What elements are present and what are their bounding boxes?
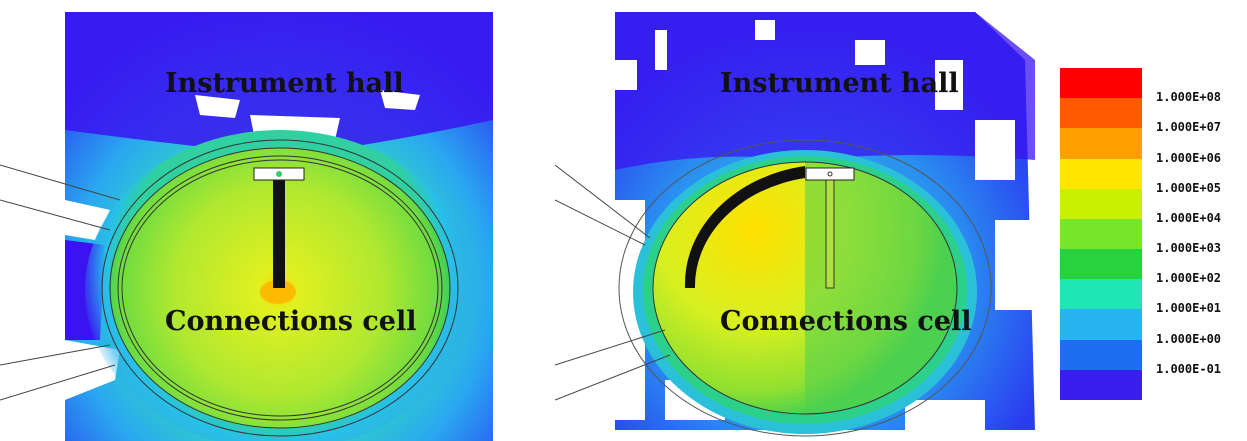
dose-map-left: Instrument hall Connections cell: [0, 0, 500, 441]
legend-label: 1.000E+00: [1156, 331, 1222, 346]
legend-swatch: [1060, 188, 1142, 220]
legend-swatch: [1060, 68, 1142, 99]
legend-label: 1.000E+06: [1156, 150, 1222, 165]
legend-swatch: [1060, 98, 1142, 129]
instrument-hall-label: Instrument hall: [720, 68, 959, 99]
legend-swatch: [1060, 279, 1142, 310]
legend-label: 1.000E+01: [1156, 301, 1222, 316]
legend-swatch: [1060, 309, 1142, 341]
legend-swatch: [1060, 218, 1142, 250]
legend-swatch: [1060, 128, 1142, 160]
dose-map-right-image: [555, 12, 1035, 437]
legend-label: 1.000E+03: [1156, 241, 1222, 256]
legend-swatch: [1060, 249, 1142, 280]
dose-map-right: Instrument hall Connections cell: [555, 0, 1050, 441]
legend-label: 1.000E+04: [1156, 210, 1222, 225]
connections-cell-label: Connections cell: [720, 306, 972, 337]
legend-swatch: [1060, 369, 1142, 401]
legend-label: 1.000E+05: [1156, 180, 1222, 195]
color-scale-bar: [1060, 68, 1142, 401]
legend-label: 1.000E+08: [1156, 90, 1222, 105]
dose-map-left-image: [0, 12, 493, 441]
color-scale-legend: 1.000E+08 1.000E+07 1.000E+06 1.000E+05 1.00…: [1058, 68, 1247, 404]
legend-swatch: [1060, 339, 1142, 371]
legend-label: 1.000E-01: [1156, 361, 1222, 376]
instrument-hall-label: Instrument hall: [165, 68, 404, 99]
connections-cell-label: Connections cell: [165, 306, 417, 337]
legend-label: 1.000E+02: [1156, 271, 1222, 286]
legend-swatch: [1060, 158, 1142, 190]
legend-label: 1.000E+07: [1156, 120, 1222, 135]
